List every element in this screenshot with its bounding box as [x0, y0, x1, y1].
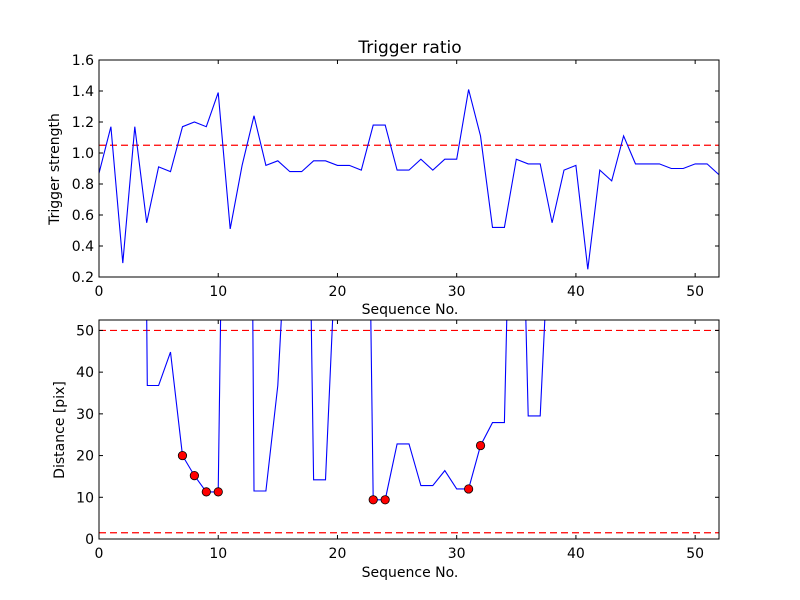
x-tick-label: 0 — [95, 546, 104, 562]
y-tick-label: 0.8 — [72, 177, 94, 193]
x-axis-label: Sequence No. — [362, 565, 459, 581]
data-point — [201, 487, 211, 497]
y-tick-label: 40 — [76, 365, 94, 381]
x-tick-label: 20 — [329, 546, 347, 562]
x-tick-label: 40 — [567, 546, 585, 562]
data-point — [177, 450, 188, 461]
axes-frame — [98, 59, 720, 278]
y-tick-label: 0.2 — [72, 270, 94, 286]
y-tick-label: 30 — [76, 407, 94, 423]
plot-marks — [99, 320, 719, 534]
y-tick-label: 20 — [76, 449, 94, 465]
x-axis-label: Sequence No. — [362, 302, 459, 318]
x-tick-label: 30 — [448, 284, 466, 300]
y-axis-label: Trigger strength — [47, 113, 63, 226]
x-tick-label: 50 — [686, 284, 704, 300]
series-line — [146, 320, 546, 501]
y-axis-label: Distance [pix] — [52, 381, 68, 479]
data-point — [380, 495, 390, 505]
data-point — [213, 487, 223, 497]
y-tick-label: 0 — [85, 532, 94, 548]
data-point — [189, 470, 199, 481]
trigger-ratio-chart: Trigger ratio Sequence No. Trigger stren… — [47, 38, 720, 318]
data-point — [475, 440, 486, 451]
series-line — [99, 89, 719, 270]
y-tick-label: 1.2 — [72, 115, 94, 131]
x-tick-label: 40 — [567, 284, 585, 300]
x-tick-label: 50 — [686, 546, 704, 562]
y-tick-label: 0.6 — [72, 208, 94, 224]
x-tick-label: 30 — [448, 546, 466, 562]
y-tick-label: 0.4 — [72, 239, 94, 255]
plot-area: 0 10 20 30 40 50 0 10 20 30 40 50 — [76, 319, 720, 562]
plot-marks — [99, 89, 719, 270]
y-tick-label: 10 — [76, 490, 94, 506]
plot-area: 0 10 20 30 40 50 0.2 0.4 0.6 0.8 1.0 1.2 1.4 1.6 — [72, 53, 720, 300]
x-tick-label: 10 — [209, 284, 227, 300]
x-tick-label: 0 — [95, 284, 104, 300]
y-tick-label: 1.4 — [72, 84, 94, 100]
data-point — [464, 484, 474, 494]
x-tick-label: 10 — [209, 546, 227, 562]
y-tick-label: 1.6 — [72, 53, 94, 69]
x-tick-label: 20 — [329, 284, 347, 300]
y-tick-label: 50 — [76, 323, 94, 339]
distance-chart: Sequence No. Distance [pix] 0 10 20 30 40 500… — [52, 319, 720, 581]
y-tick-label: 1.0 — [72, 146, 94, 162]
axes-frame — [98, 319, 720, 540]
data-point — [368, 495, 378, 505]
chart-title: Trigger ratio — [357, 38, 461, 58]
